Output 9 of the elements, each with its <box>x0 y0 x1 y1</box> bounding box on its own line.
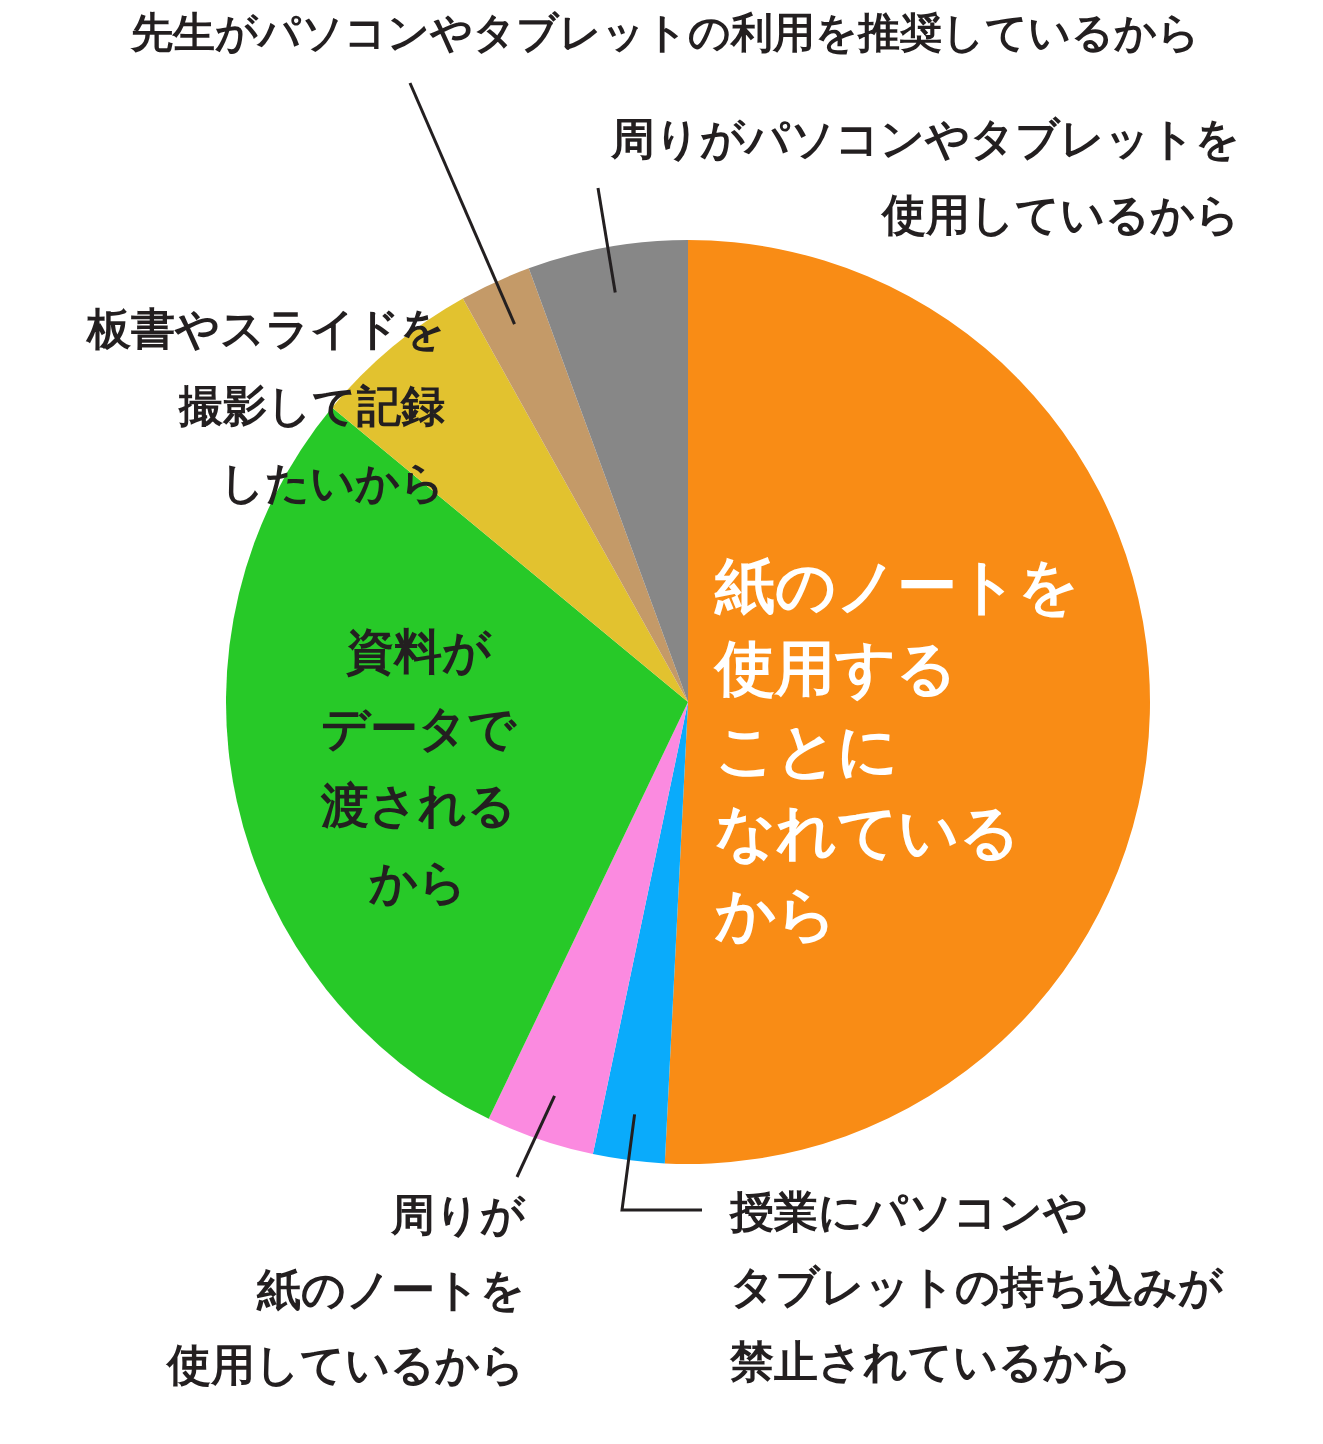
slice-label: 授業にパソコンやタブレットの持ち込みが禁止されているから <box>728 1186 1224 1387</box>
pie-slice <box>528 240 688 702</box>
slice-label: 周りがパソコンやタブレットを使用しているから <box>610 113 1240 240</box>
slice-label: 資料がデータで渡されるから <box>319 623 517 910</box>
slice-label: 紙のノートを使用することになれているから <box>713 550 1079 949</box>
pie-slice <box>592 702 688 1164</box>
pie-slice <box>664 240 1150 1164</box>
slice-label: 周りが紙のノートを使用しているから <box>165 1189 526 1390</box>
slice-label: 先生がパソコンやタブレットの利用を推奨しているから <box>129 7 1200 57</box>
